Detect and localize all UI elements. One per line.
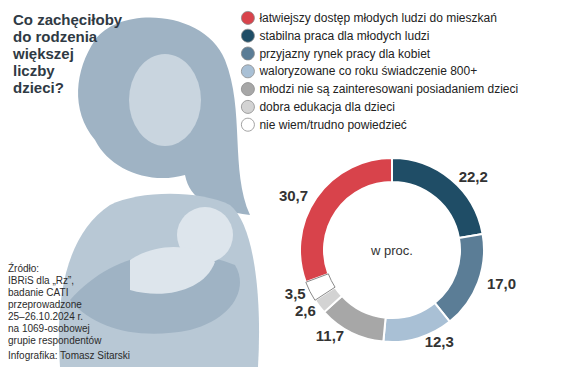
svg-text:przyjazny rynek pracy dla kobi: przyjazny rynek pracy dla kobiet xyxy=(259,47,430,61)
svg-text:3,5: 3,5 xyxy=(285,285,306,302)
svg-text:17,0: 17,0 xyxy=(487,275,516,292)
svg-text:25–26.10.2024 r.: 25–26.10.2024 r. xyxy=(8,311,83,322)
svg-text:większej: większej xyxy=(12,45,74,62)
svg-text:2,6: 2,6 xyxy=(295,302,316,319)
svg-text:młodzi nie są zainteresowani p: młodzi nie są zainteresowani posiadaniem… xyxy=(259,82,518,96)
svg-text:przeprowadzone: przeprowadzone xyxy=(8,299,82,310)
svg-text:waloryzowane co roku świadczen: waloryzowane co roku świadczenie 800+ xyxy=(258,64,477,78)
svg-text:Co zachęciłoby: Co zachęciłoby xyxy=(13,11,123,28)
svg-text:w proc.: w proc. xyxy=(370,243,413,258)
svg-text:dzieci?: dzieci? xyxy=(13,79,64,96)
svg-text:łatwiejszy dostęp młodych ludz: łatwiejszy dostęp młodych ludzi do miesz… xyxy=(259,11,496,25)
svg-text:12,3: 12,3 xyxy=(425,333,454,350)
svg-text:22,2: 22,2 xyxy=(459,168,488,185)
svg-text:grupie respondentów: grupie respondentów xyxy=(8,335,102,346)
svg-text:30,7: 30,7 xyxy=(279,187,308,204)
svg-text:liczby: liczby xyxy=(13,62,55,79)
svg-text:do rodzenia: do rodzenia xyxy=(13,28,98,45)
svg-text:IBRiS dla „Rz”,: IBRiS dla „Rz”, xyxy=(8,275,74,286)
svg-text:dobra edukacja dla dzieci: dobra edukacja dla dzieci xyxy=(259,100,394,114)
svg-text:nie wiem/trudno powiedzieć: nie wiem/trudno powiedzieć xyxy=(259,118,406,132)
svg-text:11,7: 11,7 xyxy=(316,327,344,344)
svg-text:na 1069-osobowej: na 1069-osobowej xyxy=(8,323,90,334)
svg-text:badanie CATI: badanie CATI xyxy=(8,287,68,298)
svg-text:Infografika: Tomasz Sitarski: Infografika: Tomasz Sitarski xyxy=(8,350,130,361)
svg-text:Źródło:: Źródło: xyxy=(8,262,39,274)
svg-text:stabilna praca dla młodych lud: stabilna praca dla młodych ludzi xyxy=(259,29,429,43)
